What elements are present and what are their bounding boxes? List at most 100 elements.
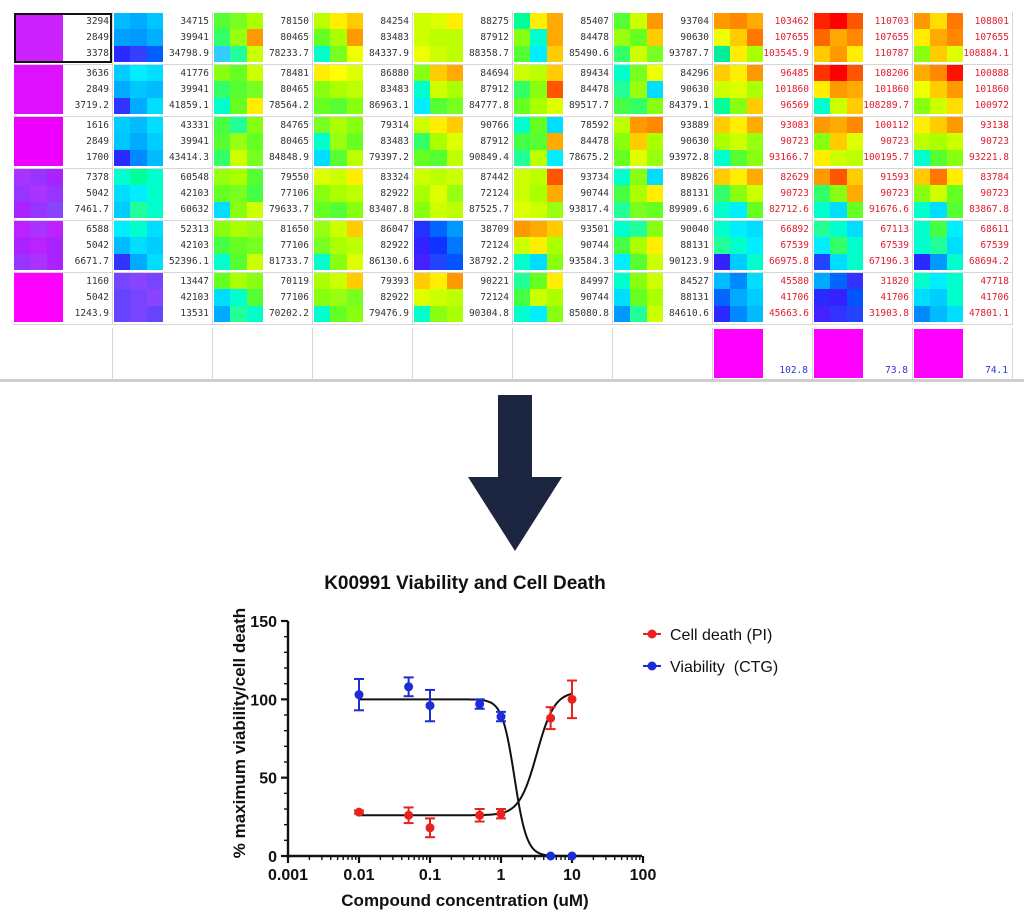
cell-value: 84610.6 — [668, 308, 709, 319]
grid-cell[interactable]: 66892 67539 66975.8 — [713, 220, 813, 272]
grid-cell[interactable]: 68611 67539 68694.2 — [913, 220, 1013, 272]
grid-cell[interactable]: 100112 90723 100195.7 — [813, 116, 913, 168]
cell-values: 91593 90723 91676.6 — [861, 170, 909, 218]
grid-cell[interactable]: 38709 72124 38792.2 — [413, 220, 513, 272]
heatmap-thumbnail — [914, 117, 963, 166]
summary-cell[interactable] — [613, 328, 713, 380]
grid-cell[interactable]: 90766 87912 90849.4 — [413, 116, 513, 168]
grid-cell[interactable]: 93734 90744 93817.4 — [513, 168, 613, 220]
summary-value: 73.8 — [885, 365, 908, 376]
grid-cell[interactable]: 93889 90630 93972.8 — [613, 116, 713, 168]
summary-cell[interactable] — [313, 328, 413, 380]
cell-value: 90723 — [780, 188, 809, 199]
grid-cell[interactable]: 45580 41706 45663.6 — [713, 272, 813, 324]
cell-value: 108884.1 — [963, 48, 1009, 59]
grid-cell[interactable]: 86880 83483 86963.1 — [313, 64, 413, 116]
grid-cell[interactable]: 1160 5042 1243.9 — [13, 272, 113, 324]
grid-cell[interactable]: 41776 39941 41859.1 — [113, 64, 213, 116]
summary-cell[interactable]: 102.8 — [713, 328, 813, 380]
cell-value: 107655 — [774, 32, 809, 43]
heatmap-thumbnail — [714, 169, 763, 218]
grid-cell[interactable]: 52313 42103 52396.1 — [113, 220, 213, 272]
grid-cell[interactable]: 89826 88131 89909.6 — [613, 168, 713, 220]
grid-cell[interactable]: 34715 39941 34798.9 — [113, 12, 213, 64]
grid-cell[interactable]: 83784 90723 83867.8 — [913, 168, 1013, 220]
grid-cell[interactable]: 84765 80465 84848.9 — [213, 116, 313, 168]
cell-values: 45580 41706 45663.6 — [761, 274, 809, 322]
grid-cell[interactable]: 84694 87912 84777.8 — [413, 64, 513, 116]
summary-cell[interactable] — [213, 328, 313, 380]
heatmap-thumbnail — [614, 13, 663, 62]
grid-cell[interactable]: 83324 82922 83407.8 — [313, 168, 413, 220]
cell-value: 93138 — [980, 120, 1009, 131]
grid-cell[interactable]: 82629 90723 82712.6 — [713, 168, 813, 220]
cell-value: 93221.8 — [968, 152, 1009, 163]
cell-value: 70202.2 — [268, 308, 309, 319]
summary-cell[interactable] — [13, 328, 113, 380]
grid-cell[interactable]: 91593 90723 91676.6 — [813, 168, 913, 220]
grid-cell[interactable]: 93083 90723 93166.7 — [713, 116, 813, 168]
cell-value: 84694 — [480, 68, 509, 79]
grid-cell[interactable]: 88275 87912 88358.7 — [413, 12, 513, 64]
heatmap-thumbnail — [614, 221, 663, 270]
grid-cell[interactable]: 96485 101860 96569 — [713, 64, 813, 116]
cell-value: 85080.8 — [568, 308, 609, 319]
data-point — [404, 682, 414, 692]
grid-cell[interactable]: 81650 77106 81733.7 — [213, 220, 313, 272]
grid-cell[interactable]: 43331 39941 43414.3 — [113, 116, 213, 168]
grid-cell[interactable]: 85407 84478 85490.6 — [513, 12, 613, 64]
grid-cell[interactable]: 108206 101860 108289.7 — [813, 64, 913, 116]
grid-cell[interactable]: 108801 107655 108884.1 — [913, 12, 1013, 64]
heatmap-thumbnail — [514, 65, 563, 114]
heatmap-thumbnail — [414, 169, 463, 218]
y-tick-label: 50 — [259, 771, 277, 788]
summary-cell[interactable]: 74.1 — [913, 328, 1013, 380]
heatmap-thumbnail — [814, 13, 863, 62]
summary-cell[interactable] — [413, 328, 513, 380]
grid-cell[interactable]: 6588 5042 6671.7 — [13, 220, 113, 272]
summary-cell[interactable] — [113, 328, 213, 380]
grid-cell[interactable]: 70119 77106 70202.2 — [213, 272, 313, 324]
grid-cell[interactable]: 90040 88131 90123.9 — [613, 220, 713, 272]
grid-cell[interactable]: 93704 90630 93787.7 — [613, 12, 713, 64]
grid-cell[interactable]: 7378 5042 7461.7 — [13, 168, 113, 220]
summary-cell[interactable]: 73.8 — [813, 328, 913, 380]
cell-value: 88131 — [680, 292, 709, 303]
grid-cell[interactable]: 3636 2849 3719.2 — [13, 64, 113, 116]
grid-cell[interactable]: 67113 67539 67196.3 — [813, 220, 913, 272]
grid-cell[interactable]: 79314 83483 79397.2 — [313, 116, 413, 168]
grid-cell[interactable]: 78481 80465 78564.2 — [213, 64, 313, 116]
grid-cell[interactable]: 79550 77106 79633.7 — [213, 168, 313, 220]
grid-cell[interactable]: 86047 82922 86130.6 — [313, 220, 413, 272]
grid-cell[interactable]: 84997 90744 85080.8 — [513, 272, 613, 324]
cell-value: 86130.6 — [368, 256, 409, 267]
grid-cell[interactable]: 84254 83483 84337.9 — [313, 12, 413, 64]
grid-cell[interactable]: 93501 90744 93584.3 — [513, 220, 613, 272]
grid-cell[interactable]: 78150 80465 78233.7 — [213, 12, 313, 64]
grid-cell[interactable]: 84527 88131 84610.6 — [613, 272, 713, 324]
data-point — [475, 699, 485, 709]
cell-values: 93889 90630 93972.8 — [661, 118, 709, 166]
grid-cell[interactable]: 87442 72124 87525.7 — [413, 168, 513, 220]
grid-cell[interactable]: 47718 41706 47801.1 — [913, 272, 1013, 324]
grid-cell[interactable]: 90221 72124 90304.8 — [413, 272, 513, 324]
summary-cell[interactable] — [513, 328, 613, 380]
grid-cell[interactable]: 93138 90723 93221.8 — [913, 116, 1013, 168]
grid-cell[interactable]: 89434 84478 89517.7 — [513, 64, 613, 116]
grid-cell[interactable]: 31820 41706 31903.8 — [813, 272, 913, 324]
cell-value: 1243.9 — [74, 308, 109, 319]
grid-cell[interactable]: 100888 101860 100972 — [913, 64, 1013, 116]
grid-cell[interactable]: 103462 107655 103545.9 — [713, 12, 813, 64]
grid-cell[interactable]: 13447 42103 13531 — [113, 272, 213, 324]
cell-values: 84694 87912 84777.8 — [461, 66, 509, 114]
grid-cell[interactable]: 78592 84478 78675.2 — [513, 116, 613, 168]
grid-cell[interactable]: 79393 82922 79476.9 — [313, 272, 413, 324]
y-axis-label: % maximum viability/cell death — [230, 608, 249, 858]
grid-cell[interactable]: 84296 90630 84379.1 — [613, 64, 713, 116]
cell-values: 93138 90723 93221.8 — [961, 118, 1009, 166]
grid-cell[interactable]: 1616 2849 1700 — [13, 116, 113, 168]
grid-cell[interactable]: 110703 107655 110787 — [813, 12, 913, 64]
data-point — [404, 810, 414, 820]
cell-value: 86880 — [380, 68, 409, 79]
grid-cell[interactable]: 60548 42103 60632 — [113, 168, 213, 220]
